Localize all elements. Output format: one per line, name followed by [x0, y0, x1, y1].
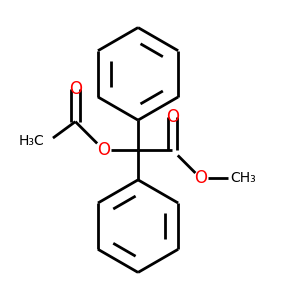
Text: CH₃: CH₃	[231, 171, 256, 185]
Text: O: O	[166, 108, 179, 126]
Text: H₃C: H₃C	[19, 134, 45, 148]
Text: O: O	[194, 169, 207, 188]
Text: O: O	[97, 141, 110, 159]
Text: O: O	[69, 80, 82, 98]
